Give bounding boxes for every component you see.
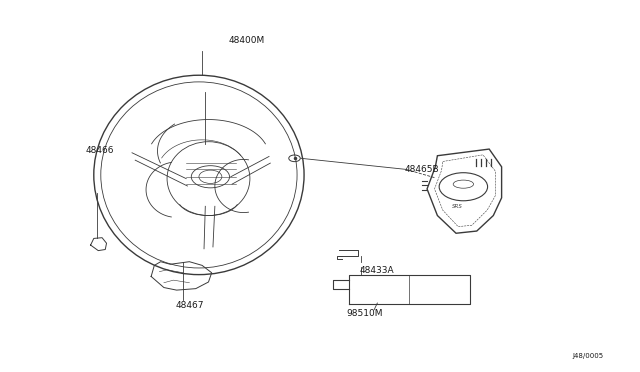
Text: 48466: 48466 — [86, 147, 115, 155]
Text: 48433A: 48433A — [360, 266, 395, 275]
Text: J48/0005: J48/0005 — [572, 353, 604, 359]
Text: 98510M: 98510M — [346, 309, 383, 318]
Text: 48465B: 48465B — [404, 165, 439, 174]
Text: 48400M: 48400M — [228, 36, 265, 45]
Text: SRS: SRS — [452, 204, 463, 209]
Text: 48467: 48467 — [175, 301, 204, 311]
